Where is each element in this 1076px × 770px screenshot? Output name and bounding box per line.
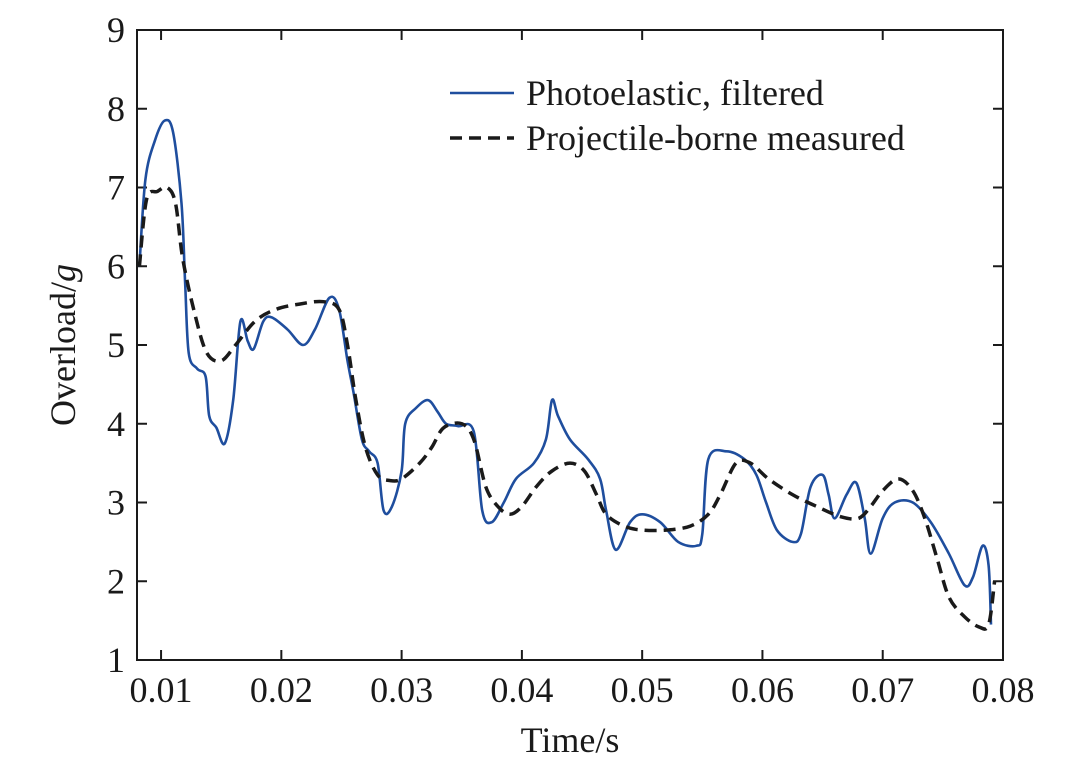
y-tick-label: 5 bbox=[107, 325, 125, 365]
y-tick-label: 9 bbox=[107, 10, 125, 50]
y-tick-label: 2 bbox=[107, 561, 125, 601]
y-tick-label: 7 bbox=[107, 168, 125, 208]
series-line-projectile bbox=[137, 185, 997, 631]
x-tick-label: 0.08 bbox=[972, 670, 1035, 710]
series-line-photoelastic bbox=[138, 118, 993, 625]
y-axis-title-unit: g bbox=[43, 264, 83, 282]
x-tick-label: 0.05 bbox=[611, 670, 674, 710]
x-tick-label: 0.07 bbox=[851, 670, 914, 710]
x-tick-label: 0.03 bbox=[370, 670, 433, 710]
y-tick-label: 6 bbox=[107, 246, 125, 286]
y-tick-label: 8 bbox=[107, 89, 125, 129]
y-tick-label: 4 bbox=[107, 404, 125, 444]
x-tick-label: 0.04 bbox=[490, 670, 553, 710]
y-tick-label: 1 bbox=[107, 640, 125, 680]
x-tick-label: 0.06 bbox=[731, 670, 794, 710]
y-axis-title-main: Overload/ bbox=[43, 282, 83, 426]
x-axis-ticks: 0.01 0.02 0.03 0.04 0.05 0.06 0.07 0.08 bbox=[130, 30, 1035, 710]
x-tick-label: 0.02 bbox=[250, 670, 313, 710]
legend-label-photoelastic: Photoelastic, filtered bbox=[526, 73, 824, 113]
y-axis-ticks: 1 2 3 4 5 6 7 8 9 bbox=[107, 10, 1003, 680]
plot-area-frame bbox=[136, 29, 1004, 661]
y-axis-title: Overload/g bbox=[43, 264, 83, 426]
chart-series bbox=[137, 118, 997, 631]
legend-label-projectile: Projectile-borne measured bbox=[526, 118, 905, 158]
chart-legend: Photoelastic, filtered Projectile-borne … bbox=[450, 73, 905, 158]
x-tick-label: 0.01 bbox=[130, 670, 193, 710]
x-axis-title: Time/s bbox=[521, 720, 620, 760]
y-tick-label: 3 bbox=[107, 483, 125, 523]
